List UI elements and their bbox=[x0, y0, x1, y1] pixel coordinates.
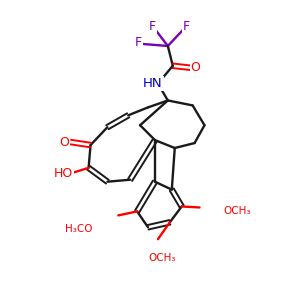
Text: O: O bbox=[190, 61, 200, 74]
Text: HO: HO bbox=[54, 167, 74, 180]
Text: H₃CO: H₃CO bbox=[65, 224, 92, 234]
Text: F: F bbox=[148, 20, 155, 33]
Text: F: F bbox=[183, 20, 190, 33]
Text: HN: HN bbox=[143, 77, 163, 90]
Text: OCH₃: OCH₃ bbox=[148, 253, 175, 263]
Text: O: O bbox=[59, 136, 69, 148]
Text: F: F bbox=[134, 37, 142, 50]
Text: OCH₃: OCH₃ bbox=[223, 206, 251, 216]
